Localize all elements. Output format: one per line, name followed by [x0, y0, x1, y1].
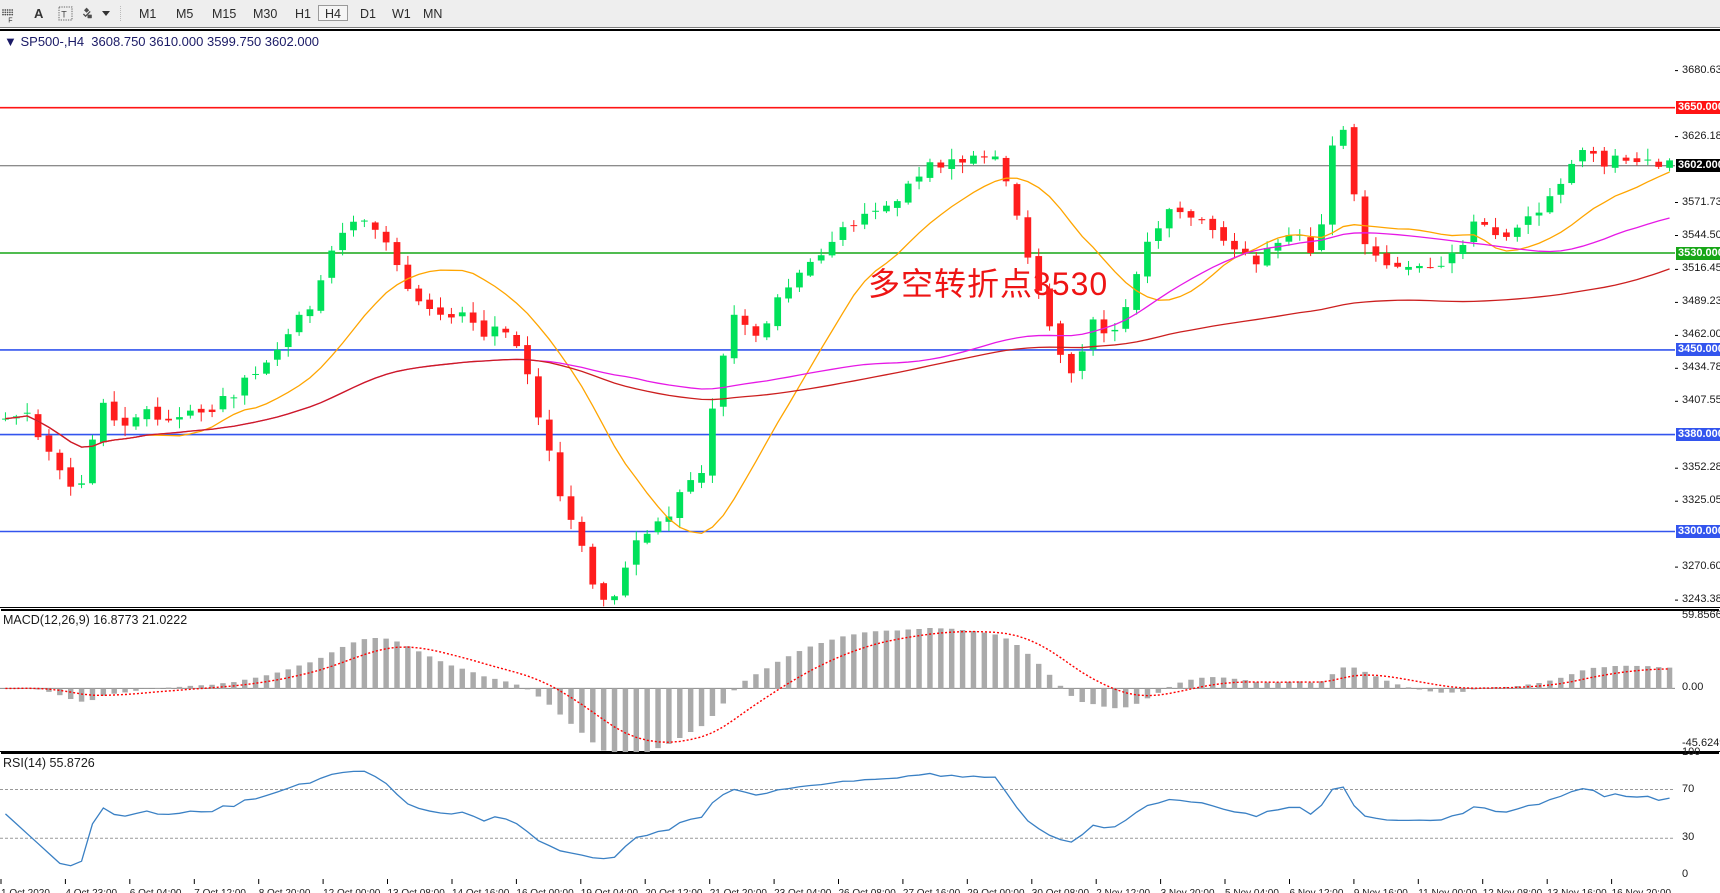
svg-text:T: T [61, 10, 67, 20]
svg-text:F: F [8, 18, 12, 25]
